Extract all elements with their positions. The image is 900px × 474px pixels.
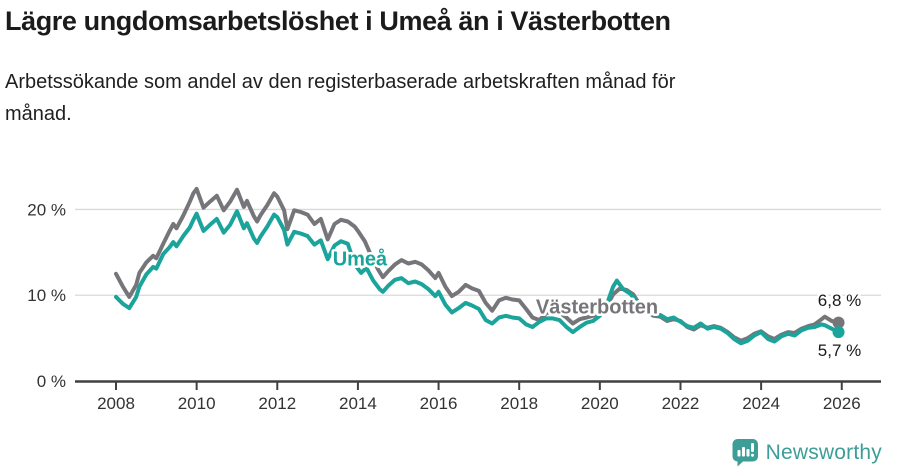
subtitle-line-1: Arbetssökande som andel av den registerb… <box>5 71 676 93</box>
end-dot-umeå <box>832 326 845 339</box>
exclamation-bar <box>750 443 754 452</box>
brand-footer: Newsworthy <box>732 438 882 467</box>
end-dot-västerbotten <box>832 316 845 329</box>
series-line-umeå <box>114 209 841 346</box>
bar-2 <box>741 447 745 457</box>
x-tick-label: 2026 <box>823 394 861 413</box>
end-value-label-västerbotten: 6,8 % <box>818 291 861 310</box>
brand-name: Newsworthy <box>765 440 882 464</box>
series-label-västerbotten: Västerbotten <box>536 296 658 318</box>
x-tick-label: 2024 <box>742 394 780 413</box>
y-tick-label: 0 % <box>37 372 66 391</box>
exclamation-dot <box>750 453 754 457</box>
bar-3 <box>746 449 750 457</box>
x-tick-label: 2016 <box>420 394 458 413</box>
series-line-västerbotten <box>114 186 841 343</box>
speech-bubble-shape <box>732 439 758 467</box>
x-tick-label: 2018 <box>500 394 538 413</box>
page-title: Lägre ungdomsarbetslöshet i Umeå än i Vä… <box>5 6 671 36</box>
x-tick-label: 2012 <box>258 394 296 413</box>
series-label-umeå: Umeå <box>333 247 388 270</box>
y-tick-label: 20 % <box>27 200 66 219</box>
subtitle-line-2: månad. <box>5 103 72 125</box>
x-tick-label: 2010 <box>178 394 216 413</box>
x-tick-label: 2020 <box>581 394 619 413</box>
y-tick-label: 10 % <box>27 286 66 305</box>
x-tick-label: 2014 <box>339 394 377 413</box>
newsworthy-logo-icon <box>732 439 758 467</box>
bar-1 <box>737 450 741 457</box>
end-value-label-umeå: 5,7 % <box>818 341 861 360</box>
x-tick-label: 2008 <box>97 394 135 413</box>
x-tick-label: 2022 <box>662 394 700 413</box>
chart-subtitle: Arbetssökande som andel av den registerb… <box>5 66 675 130</box>
